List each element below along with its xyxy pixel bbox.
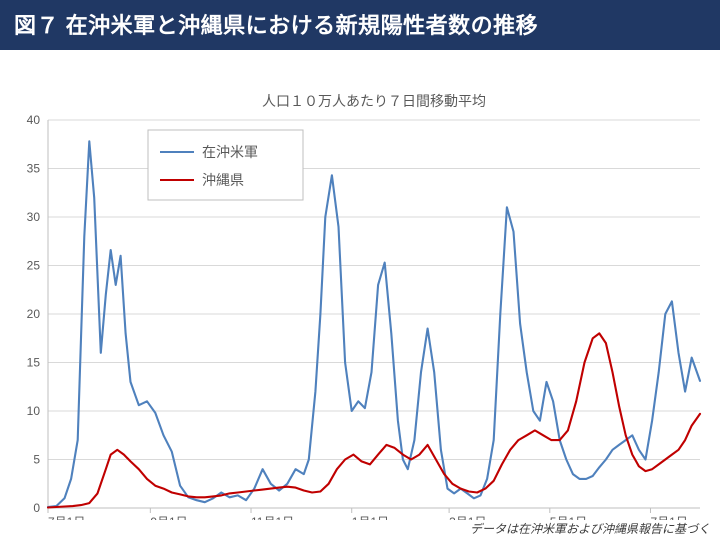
legend-label-2: 沖縄県 bbox=[202, 172, 244, 188]
x-tick-label: 3月1日 bbox=[449, 515, 486, 520]
legend-label-1: 在沖米軍 bbox=[202, 144, 258, 160]
series-line-0 bbox=[48, 141, 700, 507]
y-tick-label: 10 bbox=[27, 404, 41, 418]
line-chart-svg: 人口１０万人あたり７日間移動平均 0 5 10 15 20 25 30 35 40 7月1日 9月1日… bbox=[0, 50, 720, 520]
x-tick-label: 5月1日 bbox=[550, 515, 587, 520]
chart-title: 図７ 在沖米軍と沖縄県における新規陽性者数の推移 bbox=[14, 13, 538, 38]
chart-footer: データは在沖米軍および沖縄県報告に基づく bbox=[0, 520, 720, 537]
x-tick-label: 9月1日 bbox=[150, 515, 187, 520]
legend-box bbox=[148, 130, 303, 200]
x-tick-label: 7月1日 bbox=[650, 515, 687, 520]
x-tick-label: 7月1日 bbox=[48, 515, 85, 520]
y-tick-label: 30 bbox=[27, 210, 41, 224]
x-tick-label: 11月1日 bbox=[251, 515, 294, 520]
chart-title-bar: 図７ 在沖米軍と沖縄県における新規陽性者数の推移 bbox=[0, 0, 720, 50]
chart-subtitle: 人口１０万人あたり７日間移動平均 bbox=[262, 93, 486, 109]
footer-text: データは在沖米軍および沖縄県報告に基づく bbox=[470, 522, 710, 536]
y-tick-label: 35 bbox=[27, 162, 41, 176]
x-tick-label: 1月1日 bbox=[352, 515, 389, 520]
chart-area: 人口１０万人あたり７日間移動平均 0 5 10 15 20 25 30 35 40 7月1日 9月1日… bbox=[0, 50, 720, 520]
y-tick-label: 0 bbox=[33, 501, 40, 515]
series-line-1 bbox=[48, 333, 700, 507]
y-tick-label: 5 bbox=[33, 453, 40, 467]
y-tick-label: 25 bbox=[27, 259, 41, 273]
y-tick-label: 15 bbox=[27, 356, 41, 370]
y-tick-label: 20 bbox=[27, 307, 41, 321]
y-tick-label: 40 bbox=[27, 113, 41, 127]
